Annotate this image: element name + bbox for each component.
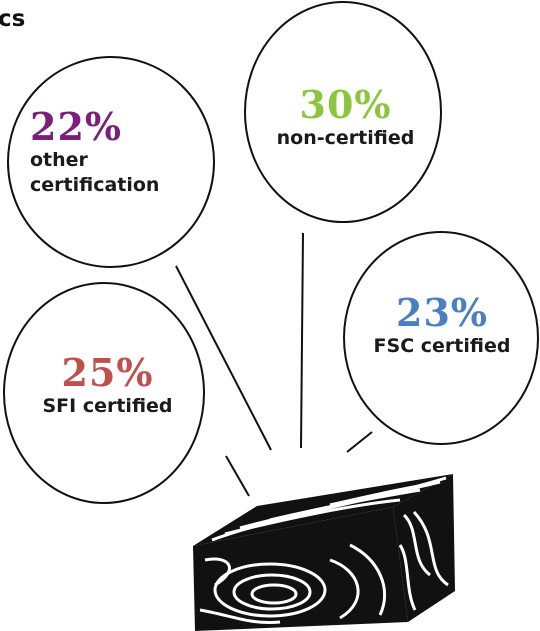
bubble-content-non: 30% non-certified: [258, 72, 433, 162]
slice-label-other: other certification: [30, 149, 160, 196]
slice-value-fsc: 23%: [396, 289, 488, 335]
connector-non: [300, 232, 304, 449]
connector-fsc: [346, 431, 373, 453]
slice-value-non: 30%: [299, 81, 392, 127]
slice-label-fsc: FSC certified: [373, 334, 511, 357]
page-title-fragment: cs: [0, 6, 26, 32]
bubble-other-certification: [7, 56, 215, 268]
bubble-sfi-certified: [3, 282, 205, 504]
slice-label-non: non-certified: [276, 126, 415, 149]
bubble-content-fsc: 23% FSC certified: [352, 280, 532, 370]
slice-value-sfi: 25%: [61, 349, 154, 395]
wood-block-illustration: [193, 474, 455, 631]
connector-lines: [175, 232, 373, 497]
slice-value-other: 22%: [30, 104, 122, 150]
bubble-non-certified: [244, 1, 442, 223]
connector-sfi: [225, 455, 250, 497]
bubble-content-sfi: 25% SFI certified: [20, 340, 195, 430]
connector-other: [175, 265, 272, 451]
slice-label-sfi: SFI certified: [42, 394, 173, 417]
bubble-fsc-certified: [343, 231, 539, 445]
bubble-content-other: 22% other certification: [30, 92, 205, 212]
